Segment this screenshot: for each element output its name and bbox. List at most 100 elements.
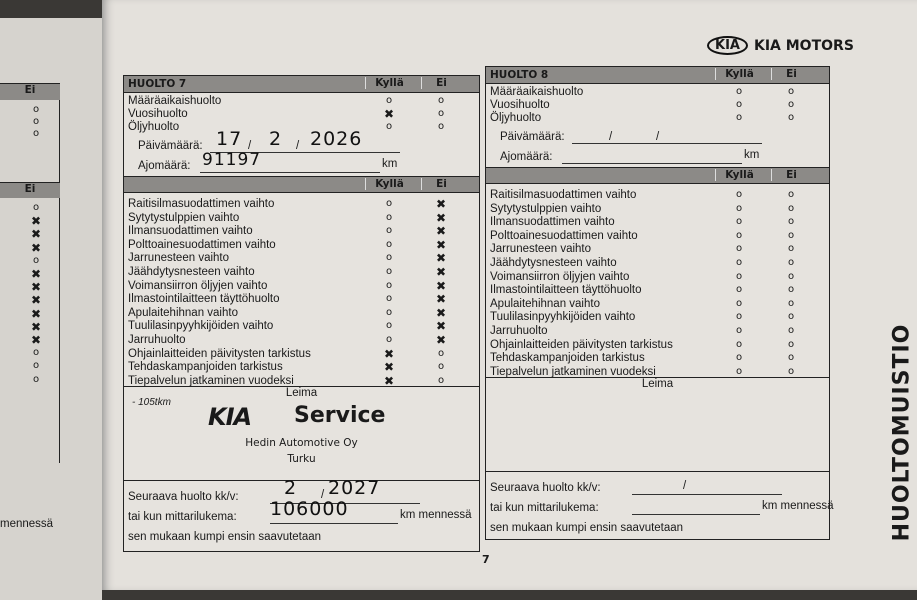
yes-checkbox[interactable]: o [735,243,743,255]
yes-checkbox[interactable]: o [385,198,393,209]
no-checkbox[interactable]: ✖ [30,333,42,347]
yes-checkbox[interactable]: o [735,99,743,110]
no-checkbox[interactable]: o [32,254,40,266]
yes-checkbox[interactable]: ✖ [383,373,395,388]
no-checkbox[interactable]: o [32,202,40,213]
yes-checkbox[interactable]: o [385,306,393,318]
yes-checkbox[interactable]: o [385,266,393,277]
yes-checkbox[interactable]: o [735,325,743,336]
yes-checkbox[interactable]: o [735,297,743,309]
yes-checkbox[interactable]: o [735,86,743,97]
yes-checkbox[interactable]: o [385,95,393,106]
no-checkbox[interactable]: o [787,311,795,323]
no-checkbox[interactable]: o [787,86,795,97]
no-checkbox[interactable]: o [32,128,40,139]
yes-checkbox[interactable]: o [385,334,393,345]
side-title: HUOLTOMUISTIO [889,323,915,542]
yes-checkbox[interactable]: o [385,121,393,132]
no-checkbox[interactable]: ✖ [435,333,447,347]
yes-checkbox[interactable]: o [385,238,393,250]
date-sep: / [609,131,613,143]
no-checkbox[interactable]: o [787,257,795,268]
mileage-field[interactable]: 91197 [202,150,262,170]
no-checkbox[interactable]: ✖ [435,210,447,225]
no-checkbox[interactable]: ✖ [435,197,447,211]
no-checkbox[interactable]: o [787,202,795,214]
no-checkbox[interactable]: o [787,189,795,200]
yes-checkbox[interactable]: o [735,112,743,123]
no-checkbox[interactable]: o [787,352,795,364]
no-checkbox[interactable]: o [32,360,40,372]
no-checkbox[interactable]: o [787,270,795,282]
yes-checkbox[interactable]: o [735,365,743,377]
yes-checkbox[interactable]: o [735,257,743,268]
no-checkbox[interactable]: ✖ [30,267,42,281]
date-month-field[interactable]: 2 [269,128,283,150]
yes-checkbox[interactable]: o [385,320,393,332]
task-label: Jarrunesteen vaihto [490,243,592,256]
no-checkbox[interactable]: o [32,104,40,115]
no-checkbox[interactable]: o [787,297,795,309]
task-label: Raitisilmasuodattimen vaihto [128,198,275,210]
yes-checkbox[interactable]: o [385,211,393,223]
no-checkbox[interactable]: o [787,243,795,255]
no-checkbox[interactable]: ✖ [435,278,447,293]
no-checkbox[interactable]: o [32,347,40,359]
yes-checkbox[interactable]: o [735,284,743,296]
no-checkbox[interactable]: o [787,216,795,228]
no-checkbox[interactable]: ✖ [30,293,42,308]
no-checkbox[interactable]: ✖ [435,319,447,334]
no-checkbox[interactable]: ✖ [435,237,447,252]
no-checkbox[interactable]: ✖ [435,292,447,307]
no-checkbox[interactable]: o [787,229,795,241]
yes-checkbox[interactable]: o [735,352,743,364]
no-checkbox[interactable]: ✖ [435,251,447,266]
no-checkbox[interactable]: ✖ [30,240,42,255]
next-month-field[interactable]: 2 [284,477,298,499]
no-checkbox[interactable]: ✖ [30,227,42,242]
no-checkbox[interactable]: o [437,121,445,132]
yes-checkbox[interactable]: o [735,338,743,350]
yes-checkbox[interactable]: ✖ [383,346,395,361]
yes-checkbox[interactable]: o [735,189,743,200]
no-checkbox[interactable]: o [437,361,445,373]
no-checkbox[interactable]: ✖ [30,214,42,229]
yes-checkbox[interactable]: o [735,202,743,214]
yes-checkbox[interactable]: o [735,311,743,323]
yes-checkbox[interactable]: o [385,225,393,237]
yes-checkbox[interactable]: o [735,270,743,282]
no-checkbox[interactable]: o [787,112,795,123]
no-checkbox[interactable]: o [437,374,445,386]
yes-checkbox[interactable]: o [385,293,393,305]
no-checkbox[interactable]: o [787,284,795,296]
no-checkbox[interactable]: ✖ [435,224,447,239]
stamp-note: - 105tkm [132,397,171,408]
no-checkbox[interactable]: ✖ [30,319,42,334]
no-checkbox[interactable]: o [787,325,795,336]
no-checkbox[interactable]: ✖ [435,305,447,320]
date-day-field[interactable]: 17 [216,128,243,150]
next-year-field[interactable]: 2027 [328,477,381,499]
yes-checkbox[interactable]: ✖ [383,107,395,121]
yes-checkbox[interactable]: ✖ [383,360,395,375]
no-checkbox[interactable]: o [437,347,445,359]
no-checkbox[interactable]: ✖ [435,265,447,279]
kia-service-logo: KIA [208,403,252,431]
no-checkbox[interactable]: o [787,99,795,110]
left-header-no: Ei [0,84,60,100]
yes-checkbox[interactable]: o [735,216,743,228]
no-checkbox[interactable]: o [787,338,795,350]
date-year-field[interactable]: 2026 [310,128,363,150]
no-checkbox[interactable]: o [787,365,795,377]
no-checkbox[interactable]: ✖ [30,306,42,321]
next-mileage-field[interactable]: 106000 [270,498,349,520]
no-checkbox[interactable]: o [32,373,40,385]
yes-checkbox[interactable]: o [385,279,393,291]
no-checkbox[interactable]: ✖ [30,280,42,295]
no-checkbox[interactable]: o [32,116,40,127]
yes-checkbox[interactable]: o [735,229,743,241]
yes-checkbox[interactable]: o [385,252,393,264]
no-checkbox[interactable]: o [437,95,445,106]
task-label: Ilmastointilaitteen täyttöhuolto [490,284,642,297]
no-checkbox[interactable]: o [437,108,445,119]
